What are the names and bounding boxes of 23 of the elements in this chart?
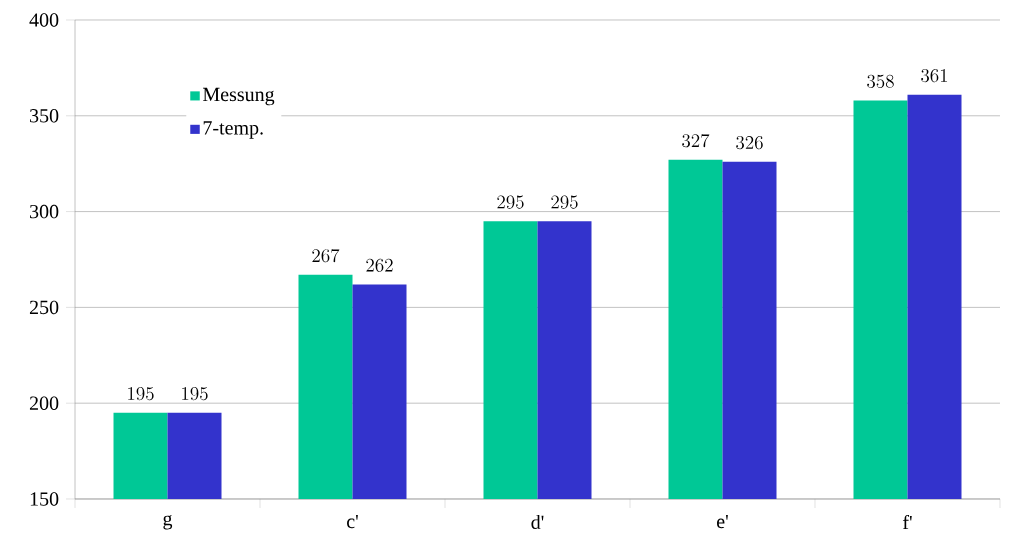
y-tick-label: 400: [29, 13, 59, 27]
y-tick-label: 350: [30, 109, 59, 123]
data-label: 361: [921, 69, 948, 83]
data-label: 195: [182, 387, 208, 401]
legend-label: Messung: [203, 87, 275, 106]
data-label: 295: [497, 195, 524, 209]
x-tick-label: f': [902, 514, 912, 529]
x-tick-label: d': [531, 514, 544, 529]
x-tick-label: c': [347, 514, 358, 529]
data-label: 195: [128, 387, 154, 401]
data-label: 295: [551, 195, 578, 209]
data-label: 358: [867, 74, 894, 88]
y-tick-label: 300: [30, 204, 59, 219]
y-tick-label: 200: [29, 396, 59, 410]
data-label: 262: [366, 258, 393, 272]
x-tick-label: e': [717, 514, 728, 529]
data-label: 326: [736, 136, 763, 150]
data-label: 327: [682, 133, 710, 148]
data-label: 267: [312, 248, 340, 263]
y-tick-label: 150: [30, 492, 59, 506]
legend-label: 7-temp.: [203, 121, 263, 139]
x-tick-label: g: [163, 514, 173, 530]
y-tick-label: 250: [29, 300, 59, 315]
